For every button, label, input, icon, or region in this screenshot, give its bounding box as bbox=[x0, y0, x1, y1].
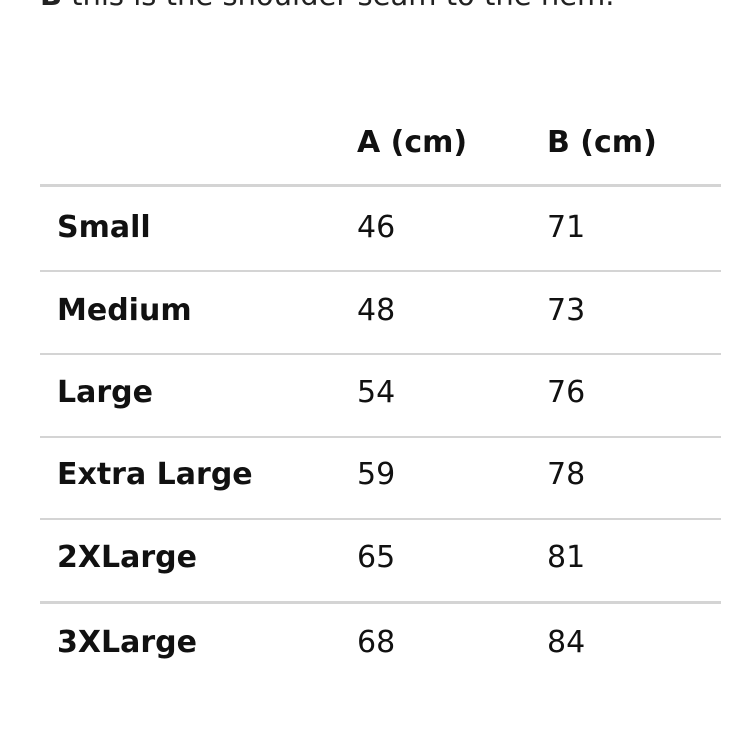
row-rule bbox=[40, 436, 721, 438]
row-label: Small bbox=[57, 210, 151, 245]
cell-value: 73 bbox=[547, 293, 586, 328]
cell-value: 59 bbox=[357, 457, 396, 492]
note-text: this is the shoulder seam to the hem. bbox=[71, 0, 614, 12]
cell-value: 76 bbox=[547, 375, 586, 410]
row-rule bbox=[40, 601, 721, 604]
note: Bthis is the shoulder seam to the hem. bbox=[40, 0, 615, 12]
cell-value: 48 bbox=[357, 293, 396, 328]
row-label: Large bbox=[57, 375, 153, 410]
column-header: A (cm) bbox=[357, 125, 468, 160]
cell-value: 54 bbox=[357, 375, 396, 410]
header-rule bbox=[40, 184, 721, 187]
row-label: 3XLarge bbox=[57, 625, 197, 660]
row-label: 2XLarge bbox=[57, 540, 197, 575]
cell-value: 78 bbox=[547, 457, 586, 492]
row-rule bbox=[40, 270, 721, 272]
cell-value: 81 bbox=[547, 540, 586, 575]
row-rule bbox=[40, 518, 721, 520]
row-label: Medium bbox=[57, 293, 192, 328]
row-rule bbox=[40, 353, 721, 355]
cell-value: 84 bbox=[547, 625, 586, 660]
cell-value: 65 bbox=[357, 540, 396, 575]
cell-value: 46 bbox=[357, 210, 396, 245]
column-header: B (cm) bbox=[547, 125, 657, 160]
cell-value: 68 bbox=[357, 625, 396, 660]
row-label: Extra Large bbox=[57, 457, 253, 492]
note-label: B bbox=[40, 0, 62, 12]
cell-value: 71 bbox=[547, 210, 586, 245]
